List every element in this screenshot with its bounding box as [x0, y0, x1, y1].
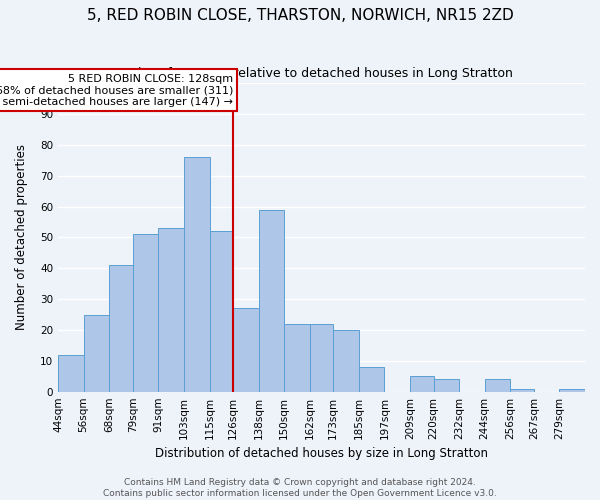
Text: 5 RED ROBIN CLOSE: 128sqm
← 68% of detached houses are smaller (311)
32% of semi: 5 RED ROBIN CLOSE: 128sqm ← 68% of detac…: [0, 74, 233, 107]
Text: Contains HM Land Registry data © Crown copyright and database right 2024.
Contai: Contains HM Land Registry data © Crown c…: [103, 478, 497, 498]
Text: 5, RED ROBIN CLOSE, THARSTON, NORWICH, NR15 2ZD: 5, RED ROBIN CLOSE, THARSTON, NORWICH, N…: [86, 8, 514, 22]
Bar: [158, 228, 184, 392]
Bar: [559, 388, 585, 392]
Bar: [259, 210, 284, 392]
X-axis label: Distribution of detached houses by size in Long Stratton: Distribution of detached houses by size …: [155, 447, 488, 460]
Bar: [434, 380, 459, 392]
Bar: [284, 324, 310, 392]
Bar: [359, 367, 385, 392]
Bar: [410, 376, 434, 392]
Bar: [310, 324, 333, 392]
Y-axis label: Number of detached properties: Number of detached properties: [15, 144, 28, 330]
Bar: [485, 380, 511, 392]
Bar: [233, 308, 259, 392]
Title: Size of property relative to detached houses in Long Stratton: Size of property relative to detached ho…: [130, 68, 513, 80]
Bar: [209, 231, 233, 392]
Bar: [333, 330, 359, 392]
Bar: [133, 234, 158, 392]
Bar: [511, 388, 534, 392]
Bar: [83, 314, 109, 392]
Bar: [109, 265, 133, 392]
Bar: [184, 157, 209, 392]
Bar: [58, 354, 83, 392]
